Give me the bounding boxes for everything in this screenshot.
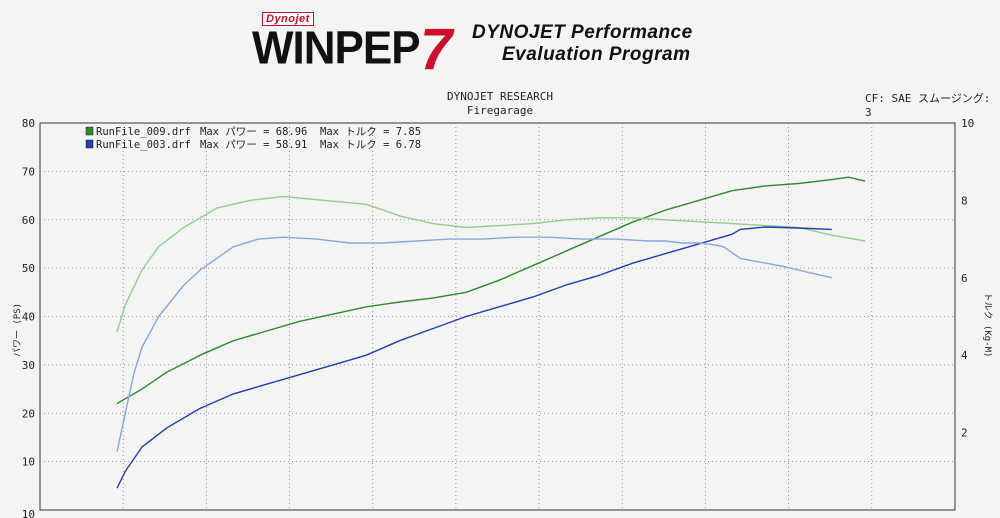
y2-tick-label: 10 <box>961 117 974 130</box>
program-title-line1: DYNOJET Performance <box>472 22 693 43</box>
y2-tick-label: 6 <box>961 272 968 285</box>
legend-max-power: Max パワー = 58.91 <box>200 139 307 151</box>
logo-brand: Dynojet <box>262 12 314 26</box>
legend-file: RunFile_003.drf <box>96 139 191 151</box>
logo-version: 7 <box>420 17 453 82</box>
series-line-1 <box>116 176 866 405</box>
program-title-line2: Evaluation Program <box>502 44 691 65</box>
report-subtitle: Firegarage <box>466 104 534 117</box>
y-tick-label: 30 <box>22 359 35 372</box>
y-tick-label: 60 <box>22 214 35 227</box>
series-line-2 <box>116 195 866 333</box>
legend-max-torque: Max トルク = 7.85 <box>320 126 421 138</box>
legend-file: RunFile_009.drf <box>96 126 191 138</box>
program-title: DYNOJET Performance Evaluation Program <box>472 22 693 66</box>
correction-factor-note: CF: SAE スムージング: 3 <box>865 92 991 119</box>
series-line-4 <box>116 236 832 453</box>
y-tick-label: 40 <box>22 311 35 324</box>
y2-tick-label: 8 <box>961 194 968 207</box>
y-tick-label: 50 <box>22 262 35 275</box>
y-tick-label: 80 <box>22 117 35 130</box>
series-line-3 <box>116 226 832 489</box>
y2-tick-label: 2 <box>961 427 968 440</box>
y-tick-label: 70 <box>22 165 35 178</box>
legend-max-torque: Max トルク = 6.78 <box>320 139 421 151</box>
legend-max-power: Max パワー = 68.96 <box>200 126 307 138</box>
y-axis-label: パワー (PS) <box>12 303 23 357</box>
logo-text: WINPEP <box>252 22 421 75</box>
legend-swatch <box>85 139 94 149</box>
y-tick-label-bottom: 10 <box>22 508 35 518</box>
y2-tick-label: 4 <box>961 349 968 362</box>
y2-axis-label: トルク (Kg-M) <box>982 293 993 358</box>
report-title: DYNOJET RESEARCH <box>447 90 553 103</box>
winpep-logo: Dynojet WINPEP 7 <box>252 12 462 82</box>
legend-swatch <box>85 126 94 136</box>
y-tick-label: 10 <box>22 456 35 469</box>
y-tick-label: 20 <box>22 407 35 420</box>
